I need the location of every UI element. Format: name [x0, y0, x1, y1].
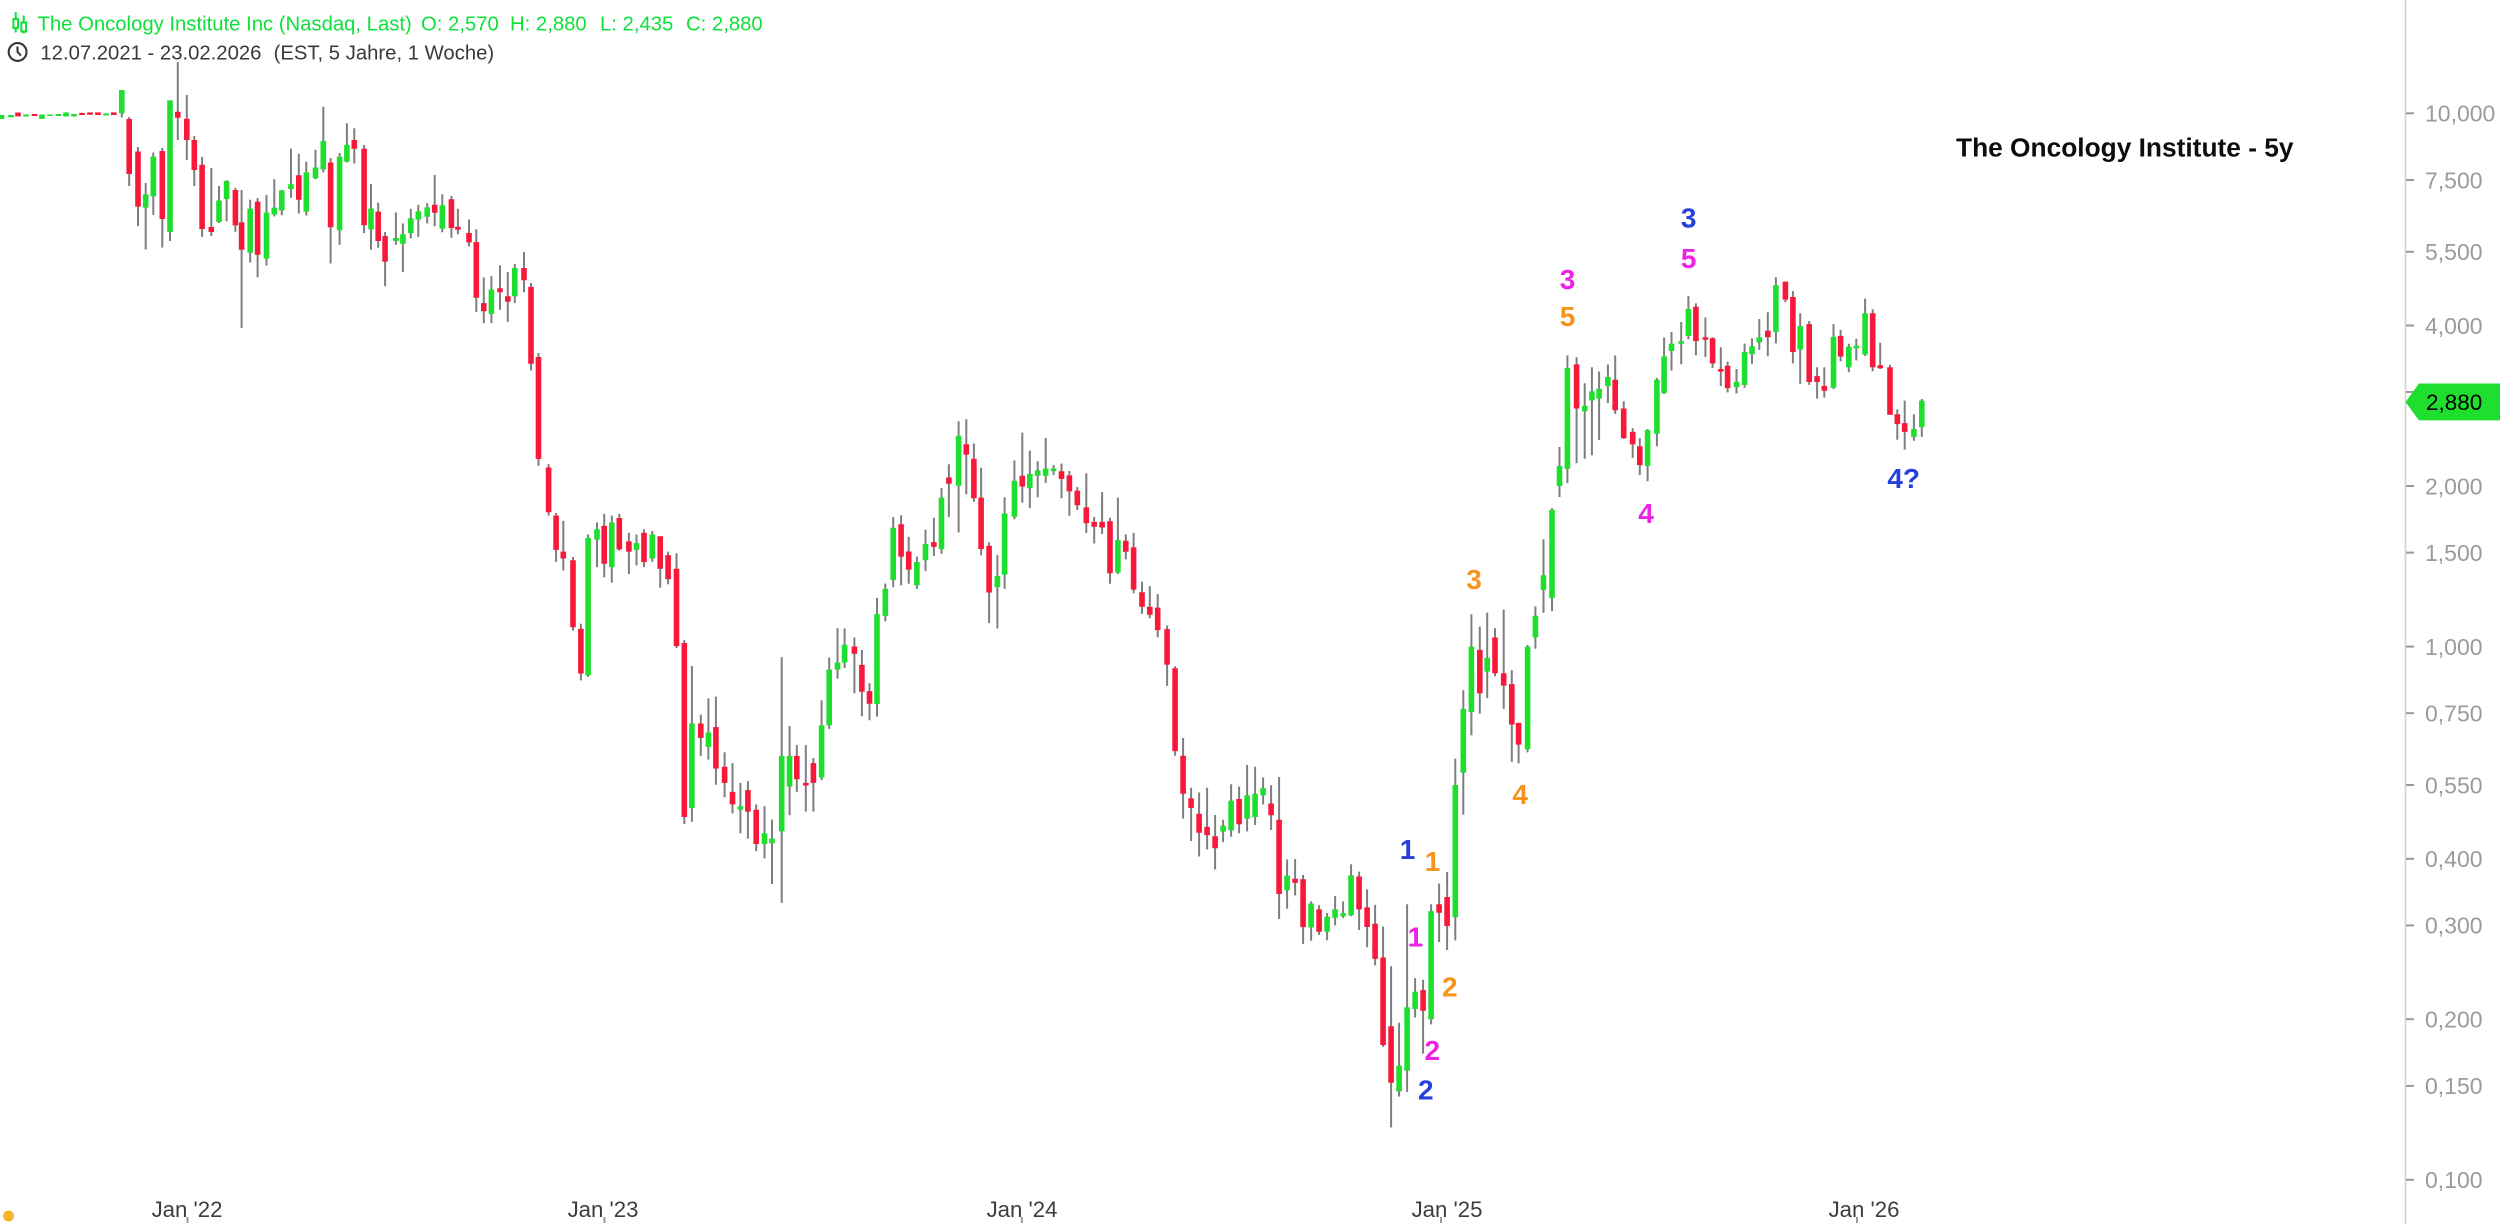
svg-text:0,550: 0,550	[2425, 772, 2483, 798]
svg-text:1,000: 1,000	[2425, 634, 2483, 660]
svg-text:2: 2	[1442, 972, 1458, 1003]
svg-text:Jan '23: Jan '23	[568, 1197, 639, 1222]
svg-text:Jan '22: Jan '22	[152, 1197, 223, 1222]
svg-text:L: 2,435: L: 2,435	[600, 14, 673, 36]
svg-text:The Oncology Institute Inc (Na: The Oncology Institute Inc (Nasdaq, Last…	[38, 14, 412, 36]
svg-text:4: 4	[1512, 779, 1528, 810]
svg-text:3: 3	[1681, 203, 1697, 234]
svg-text:0,200: 0,200	[2425, 1007, 2483, 1033]
svg-text:3: 3	[1466, 564, 1482, 595]
svg-text:10,000: 10,000	[2425, 101, 2495, 127]
svg-text:4,000: 4,000	[2425, 313, 2483, 339]
svg-text:(EST, 5 Jahre, 1 Woche): (EST, 5 Jahre, 1 Woche)	[274, 43, 495, 65]
svg-text:2,880: 2,880	[2426, 390, 2482, 415]
svg-text:2: 2	[1418, 1075, 1434, 1106]
svg-text:1,500: 1,500	[2425, 540, 2483, 566]
svg-text:1: 1	[1400, 834, 1416, 865]
svg-text:3: 3	[1560, 264, 1576, 295]
svg-text:Jan '24: Jan '24	[987, 1197, 1058, 1222]
svg-text:5: 5	[1560, 301, 1576, 332]
svg-text:12.07.2021 - 23.02.2026: 12.07.2021 - 23.02.2026	[40, 43, 261, 65]
svg-text:4?: 4?	[1887, 463, 1920, 494]
svg-text:0,150: 0,150	[2425, 1073, 2483, 1099]
svg-text:7,500: 7,500	[2425, 167, 2483, 193]
svg-text:O: 2,570: O: 2,570	[421, 14, 499, 36]
svg-text:2: 2	[1425, 1035, 1441, 1066]
svg-text:Jan '26: Jan '26	[1829, 1197, 1900, 1222]
svg-text:2,000: 2,000	[2425, 473, 2483, 499]
svg-text:Jan '25: Jan '25	[1412, 1197, 1483, 1222]
svg-text:0,300: 0,300	[2425, 913, 2483, 939]
svg-text:0,400: 0,400	[2425, 846, 2483, 872]
svg-text:0,100: 0,100	[2425, 1167, 2483, 1193]
svg-text:1: 1	[1408, 922, 1424, 953]
svg-text:The Oncology Institute - 5y: The Oncology Institute - 5y	[1956, 133, 2294, 163]
svg-text:5: 5	[1681, 243, 1697, 274]
svg-text:C: 2,880: C: 2,880	[686, 14, 763, 36]
svg-text:4: 4	[1638, 498, 1654, 529]
svg-text:5,500: 5,500	[2425, 239, 2483, 265]
svg-text:1: 1	[1425, 846, 1441, 877]
svg-text:H: 2,880: H: 2,880	[510, 14, 587, 36]
svg-text:0,750: 0,750	[2425, 701, 2483, 727]
